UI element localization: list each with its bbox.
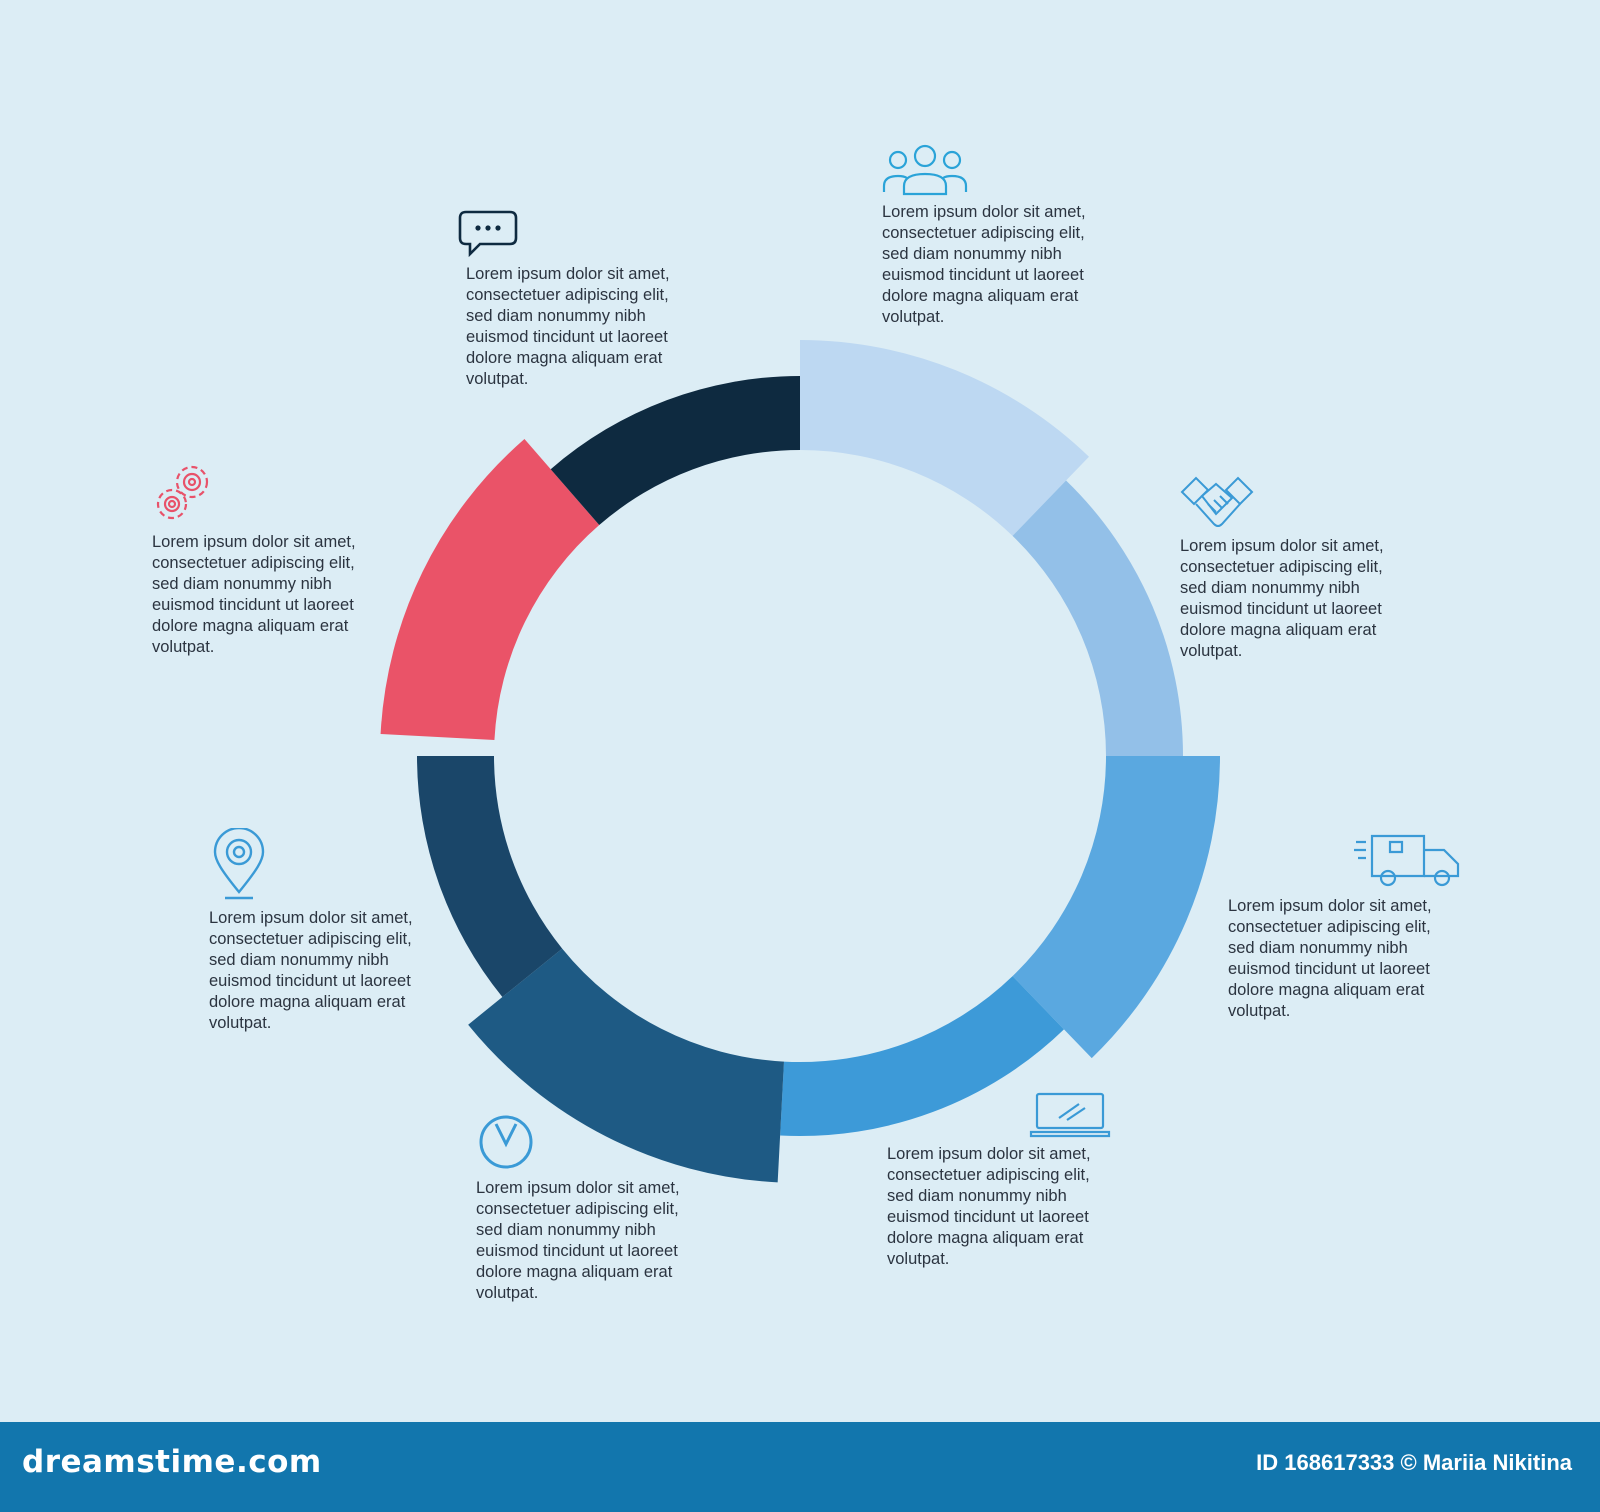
info-block-team: Lorem ipsum dolor sit amet, consectetuer… xyxy=(882,140,1122,328)
clock-icon xyxy=(479,1115,533,1169)
ring-segment-2 xyxy=(1012,480,1183,756)
delivery-truck-icon xyxy=(1354,834,1460,887)
info-text: Lorem ipsum dolor sit amet, consectetuer… xyxy=(1228,897,1432,1020)
info-text: Lorem ipsum dolor sit amet, consectetuer… xyxy=(882,203,1086,326)
ring xyxy=(380,340,1220,1183)
ring-segment-8 xyxy=(550,376,800,526)
ring-segment-6 xyxy=(417,756,563,998)
info-block-chat: Lorem ipsum dolor sit amet, consectetuer… xyxy=(458,208,706,390)
info-text: Lorem ipsum dolor sit amet, consectetuer… xyxy=(209,909,413,1032)
info-text: Lorem ipsum dolor sit amet, consectetuer… xyxy=(887,1145,1091,1268)
info-block-handshake: Lorem ipsum dolor sit amet, consectetuer… xyxy=(1180,474,1420,662)
info-text: Lorem ipsum dolor sit amet, consectetuer… xyxy=(152,533,356,656)
info-block-laptop: Lorem ipsum dolor sit amet, consectetuer… xyxy=(887,1090,1127,1270)
ring-segment-3 xyxy=(1012,756,1220,1059)
image-credit: ID 168617333 © Mariia Nikitina xyxy=(1256,1450,1572,1475)
info-block-clock: Lorem ipsum dolor sit amet, consectetuer… xyxy=(476,1112,716,1304)
info-text: Lorem ipsum dolor sit amet, consectetuer… xyxy=(466,265,670,388)
ring-segment-7 xyxy=(380,439,600,740)
ring-diagram xyxy=(380,340,1220,1183)
info-text: Lorem ipsum dolor sit amet, consectetuer… xyxy=(1180,537,1384,660)
info-block-gears: Lorem ipsum dolor sit amet, consectetuer… xyxy=(152,460,392,658)
info-block-location: Lorem ipsum dolor sit amet, consectetuer… xyxy=(209,828,449,1034)
ring-segment-5 xyxy=(468,948,784,1183)
laptop-icon xyxy=(1029,1092,1111,1138)
team-icon xyxy=(882,144,968,196)
brand-watermark: dreamstime.com xyxy=(22,1444,322,1480)
ring-segment-1 xyxy=(800,340,1089,536)
info-block-delivery: Lorem ipsum dolor sit amet, consectetuer… xyxy=(1228,830,1468,1022)
info-text: Lorem ipsum dolor sit amet, consectetuer… xyxy=(476,1179,680,1302)
footer-bar: dreamstime.com ID 168617333 © Mariia Nik… xyxy=(0,1422,1600,1512)
ring-segment-4 xyxy=(780,976,1064,1137)
gears-icon xyxy=(156,465,209,520)
location-pin-icon xyxy=(213,828,265,900)
chat-bubble-icon xyxy=(458,210,518,258)
handshake-icon xyxy=(1180,476,1254,527)
